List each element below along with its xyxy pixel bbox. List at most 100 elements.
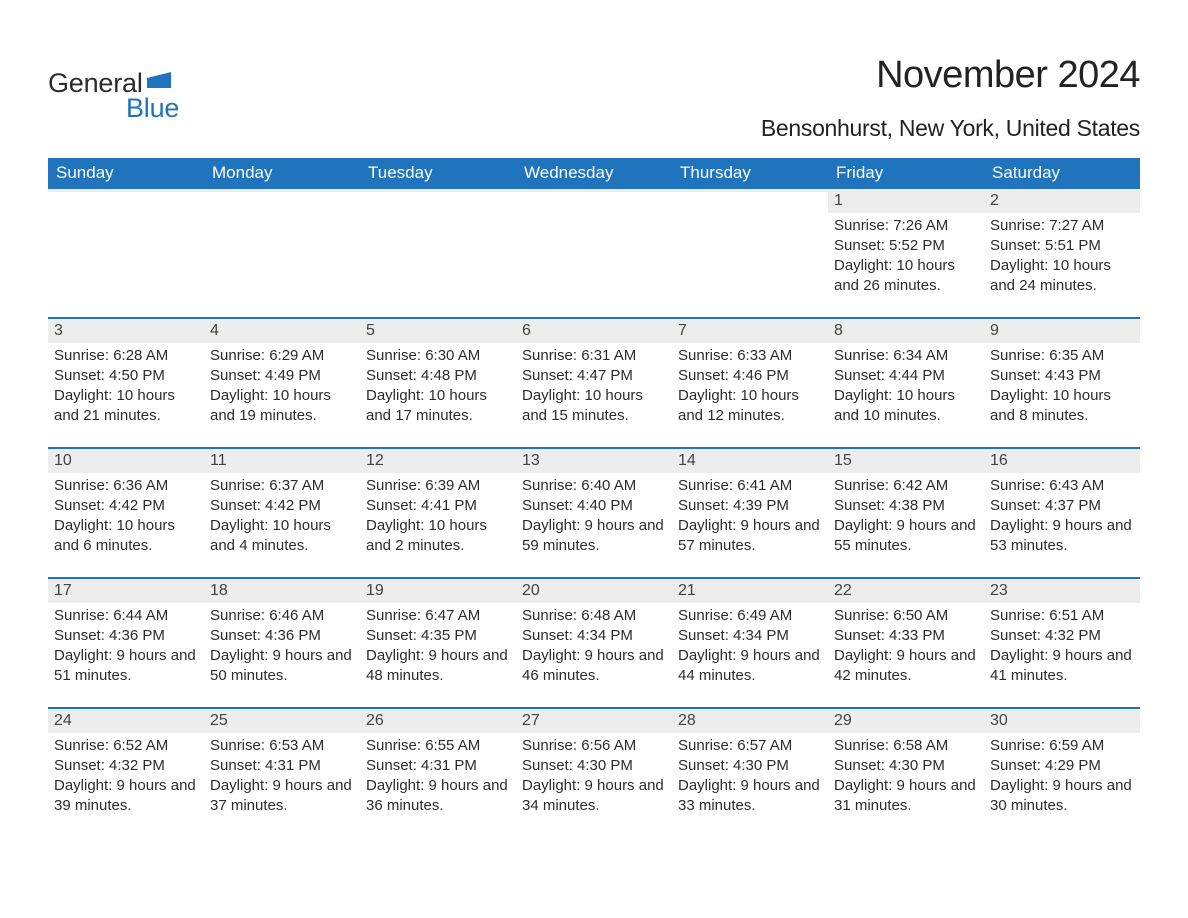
day-date-number: 13 (522, 452, 540, 469)
day-sunrise: Sunrise: 6:52 AM (54, 736, 198, 756)
day-date: 25 (204, 709, 360, 733)
day-date-number: 4 (210, 322, 219, 339)
day-sunset: Sunset: 4:49 PM (210, 366, 354, 386)
day-body: Sunrise: 6:57 AMSunset: 4:30 PMDaylight:… (672, 733, 828, 821)
day-daylight: Daylight: 9 hours and 48 minutes. (366, 646, 510, 686)
day-date: 28 (672, 709, 828, 733)
day-cell: 5Sunrise: 6:30 AMSunset: 4:48 PMDaylight… (360, 319, 516, 447)
day-cell (204, 189, 360, 317)
day-body: Sunrise: 6:46 AMSunset: 4:36 PMDaylight:… (204, 603, 360, 691)
day-date: 23 (984, 579, 1140, 603)
day-sunrise: Sunrise: 6:34 AM (834, 346, 978, 366)
day-header-thursday: Thursday (672, 158, 828, 189)
day-cell: 2Sunrise: 7:27 AMSunset: 5:51 PMDaylight… (984, 189, 1140, 317)
day-daylight: Daylight: 9 hours and 55 minutes. (834, 516, 978, 556)
day-cell: 13Sunrise: 6:40 AMSunset: 4:40 PMDayligh… (516, 449, 672, 577)
day-date: 13 (516, 449, 672, 473)
day-sunset: Sunset: 4:29 PM (990, 756, 1134, 776)
day-date-number: 16 (990, 452, 1008, 469)
day-cell: 14Sunrise: 6:41 AMSunset: 4:39 PMDayligh… (672, 449, 828, 577)
day-sunrise: Sunrise: 6:29 AM (210, 346, 354, 366)
logo: General Blue (48, 64, 179, 124)
day-sunrise: Sunrise: 6:41 AM (678, 476, 822, 496)
day-cell: 12Sunrise: 6:39 AMSunset: 4:41 PMDayligh… (360, 449, 516, 577)
day-daylight: Daylight: 10 hours and 2 minutes. (366, 516, 510, 556)
day-daylight: Daylight: 9 hours and 30 minutes. (990, 776, 1134, 816)
day-sunset: Sunset: 4:48 PM (366, 366, 510, 386)
day-sunset: Sunset: 4:33 PM (834, 626, 978, 646)
day-date-number: 8 (834, 322, 843, 339)
logo-text-blue: Blue (126, 93, 179, 124)
day-date: 2 (984, 189, 1140, 213)
week-row: 3 Sunrise: 6:28 AMSunset: 4:50 PMDaylight… (48, 317, 1140, 447)
day-cell (672, 189, 828, 317)
day-daylight: Daylight: 10 hours and 24 minutes. (990, 256, 1134, 296)
day-daylight: Daylight: 10 hours and 26 minutes. (834, 256, 978, 296)
day-cell: 28Sunrise: 6:57 AMSunset: 4:30 PMDayligh… (672, 709, 828, 837)
day-sunset: Sunset: 4:32 PM (54, 756, 198, 776)
day-sunset: Sunset: 4:36 PM (210, 626, 354, 646)
day-daylight: Daylight: 9 hours and 41 minutes. (990, 646, 1134, 686)
day-sunrise: Sunrise: 6:55 AM (366, 736, 510, 756)
day-sunrise: Sunrise: 6:31 AM (522, 346, 666, 366)
day-date: 9 (984, 319, 1140, 343)
day-date: 6 (516, 319, 672, 343)
day-date-number: 19 (366, 582, 384, 599)
day-sunrise: Sunrise: 6:40 AM (522, 476, 666, 496)
day-sunrise: Sunrise: 6:47 AM (366, 606, 510, 626)
day-date-number: 1 (834, 192, 843, 209)
day-sunset: Sunset: 4:44 PM (834, 366, 978, 386)
day-sunrise: Sunrise: 6:28 AM (54, 346, 198, 366)
month-title: November 2024 (761, 54, 1140, 97)
day-date: 11 (204, 449, 360, 473)
day-cell: 21Sunrise: 6:49 AMSunset: 4:34 PMDayligh… (672, 579, 828, 707)
day-date-number: 23 (990, 582, 1008, 599)
day-date-number: 25 (210, 712, 228, 729)
day-date: 21 (672, 579, 828, 603)
day-date: 20 (516, 579, 672, 603)
day-sunset: Sunset: 4:42 PM (54, 496, 198, 516)
day-daylight: Daylight: 9 hours and 42 minutes. (834, 646, 978, 686)
day-body: Sunrise: 6:33 AMSunset: 4:46 PMDaylight:… (672, 343, 828, 431)
day-date-number: 2 (990, 192, 999, 209)
day-body: Sunrise: 6:34 AMSunset: 4:44 PMDaylight:… (828, 343, 984, 431)
day-body: Sunrise: 6:44 AMSunset: 4:36 PMDaylight:… (48, 603, 204, 691)
day-sunrise: Sunrise: 6:44 AM (54, 606, 198, 626)
day-cell: 26Sunrise: 6:55 AMSunset: 4:31 PMDayligh… (360, 709, 516, 837)
day-cell (516, 189, 672, 317)
day-body: Sunrise: 6:30 AMSunset: 4:48 PMDaylight:… (360, 343, 516, 431)
day-sunrise: Sunrise: 6:53 AM (210, 736, 354, 756)
day-sunset: Sunset: 4:32 PM (990, 626, 1134, 646)
day-daylight: Daylight: 9 hours and 53 minutes. (990, 516, 1134, 556)
day-sunrise: Sunrise: 6:39 AM (366, 476, 510, 496)
day-cell (48, 189, 204, 317)
day-date-number: 3 (54, 322, 63, 339)
week-row: 10Sunrise: 6:36 AMSunset: 4:42 PMDayligh… (48, 447, 1140, 577)
day-date: 14 (672, 449, 828, 473)
day-body: Sunrise: 6:58 AMSunset: 4:30 PMDaylight:… (828, 733, 984, 821)
day-cell (360, 189, 516, 317)
day-sunrise: Sunrise: 6:33 AM (678, 346, 822, 366)
day-cell: 11Sunrise: 6:37 AMSunset: 4:42 PMDayligh… (204, 449, 360, 577)
day-cell: 4Sunrise: 6:29 AMSunset: 4:49 PMDaylight… (204, 319, 360, 447)
day-body: Sunrise: 6:28 AMSunset: 4:50 PMDaylight:… (48, 343, 204, 431)
day-sunrise: Sunrise: 6:43 AM (990, 476, 1134, 496)
day-sunset: Sunset: 4:31 PM (366, 756, 510, 776)
day-daylight: Daylight: 9 hours and 50 minutes. (210, 646, 354, 686)
day-cell: 10Sunrise: 6:36 AMSunset: 4:42 PMDayligh… (48, 449, 204, 577)
day-date: 7 (672, 319, 828, 343)
day-date (204, 189, 360, 192)
day-cell: 30Sunrise: 6:59 AMSunset: 4:29 PMDayligh… (984, 709, 1140, 837)
day-date: 17 (48, 579, 204, 603)
day-sunset: Sunset: 4:34 PM (522, 626, 666, 646)
day-daylight: Daylight: 10 hours and 21 minutes. (54, 386, 198, 426)
day-sunset: Sunset: 4:34 PM (678, 626, 822, 646)
day-sunset: Sunset: 4:43 PM (990, 366, 1134, 386)
day-date-number: 22 (834, 582, 852, 599)
day-date: 4 (204, 319, 360, 343)
day-body: Sunrise: 6:43 AMSunset: 4:37 PMDaylight:… (984, 473, 1140, 561)
day-sunrise: Sunrise: 7:26 AM (834, 216, 978, 236)
flag-icon (147, 64, 177, 95)
day-date: 29 (828, 709, 984, 733)
day-sunset: Sunset: 4:31 PM (210, 756, 354, 776)
